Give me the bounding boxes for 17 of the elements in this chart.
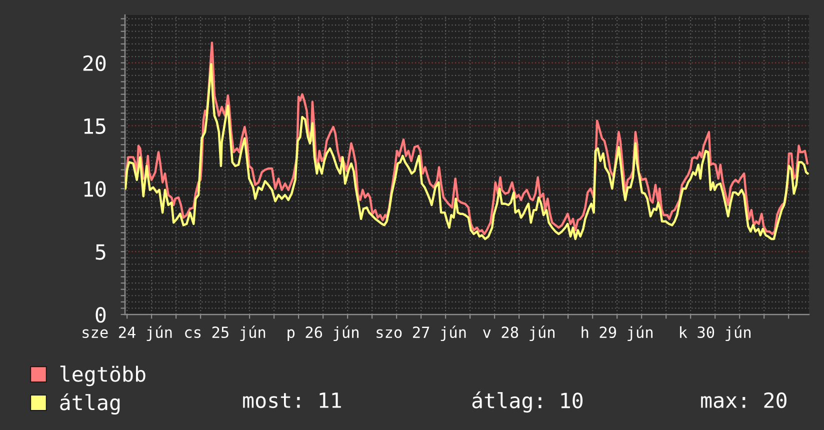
x-tick-label: cs 25 jún bbox=[185, 326, 266, 342]
y-tick-label: 5 bbox=[96, 244, 106, 260]
legend-label: átlag bbox=[60, 393, 120, 415]
text: átlag: 10 bbox=[472, 391, 583, 413]
x-tick-label: v 28 jún bbox=[483, 326, 554, 342]
x-tick-label: k 30 jún bbox=[680, 326, 751, 342]
y-tick-label: 0 bbox=[96, 307, 106, 323]
x-tick-label: sze 24 jún bbox=[82, 326, 172, 342]
text: most: 11 bbox=[243, 392, 341, 408]
x-tick-label: h 29 jún bbox=[582, 326, 653, 342]
legend-label: legtöbb bbox=[60, 366, 146, 386]
text: max: 20 bbox=[701, 392, 786, 408]
x-tick-label: p 26 jún bbox=[288, 326, 358, 342]
y-tick-label: 10 bbox=[84, 181, 106, 197]
y-tick-label: 20 bbox=[83, 55, 106, 72]
x-tick-label: szo 27 jún bbox=[376, 326, 466, 342]
y-tick-label: 15 bbox=[84, 118, 106, 134]
